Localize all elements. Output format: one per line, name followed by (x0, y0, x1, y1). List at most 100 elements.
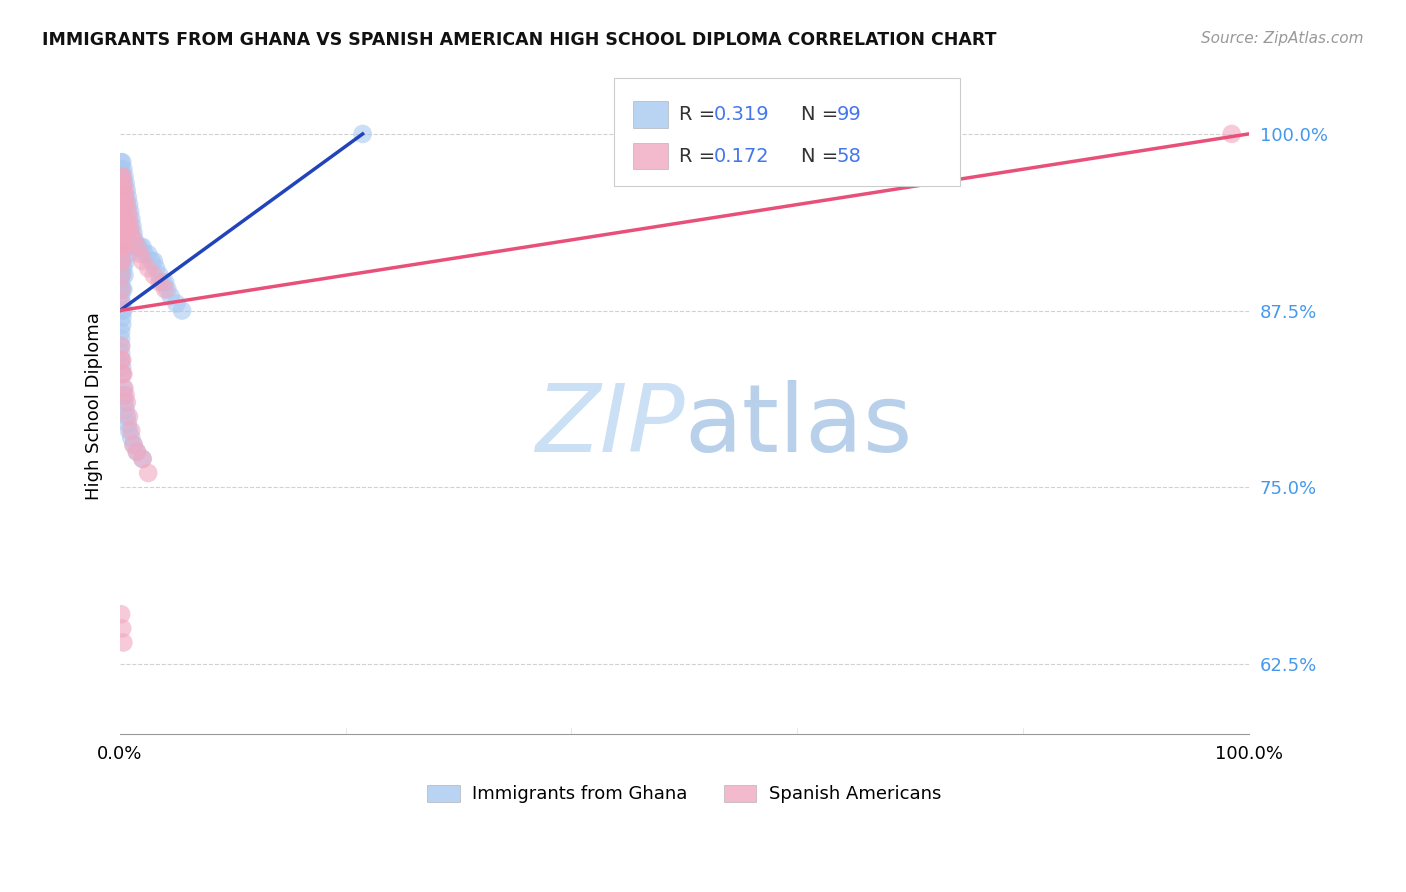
Point (125, 240, 148, 254)
Point (115, 211, 138, 226)
Y-axis label: High School Diploma: High School Diploma (86, 312, 103, 500)
Point (110, 282, 132, 296)
Point (111, 211, 134, 226)
Point (117, 247, 139, 261)
Point (114, 240, 136, 254)
Point (110, 240, 132, 254)
Point (111, 155, 134, 169)
Point (110, 339, 132, 353)
Point (110, 254, 132, 268)
Point (125, 444, 148, 458)
Legend: Immigrants from Ghana, Spanish Americans: Immigrants from Ghana, Spanish Americans (420, 778, 949, 811)
Text: R =: R = (679, 146, 721, 166)
Point (112, 177, 135, 191)
Point (114, 381, 136, 395)
Point (111, 169, 134, 184)
Point (111, 318, 134, 332)
Point (114, 211, 136, 226)
Point (110, 226, 132, 240)
Point (122, 226, 145, 240)
Point (110, 268, 132, 283)
Point (114, 219, 136, 233)
Point (148, 275, 170, 289)
Point (114, 197, 136, 211)
Point (112, 219, 135, 233)
Point (112, 177, 135, 191)
Text: 99: 99 (837, 104, 862, 124)
Point (110, 240, 132, 254)
Point (115, 197, 138, 211)
Point (115, 226, 138, 240)
Point (111, 359, 134, 374)
Point (120, 219, 142, 233)
Point (110, 184, 132, 198)
Point (114, 226, 136, 240)
Point (111, 211, 134, 226)
Point (114, 190, 136, 204)
Point (120, 424, 142, 438)
Point (114, 211, 136, 226)
Point (131, 451, 153, 466)
Point (110, 268, 132, 283)
Point (125, 444, 148, 458)
Text: N =: N = (801, 146, 845, 166)
Point (110, 353, 132, 368)
Point (112, 388, 135, 402)
Point (110, 233, 132, 247)
Point (110, 226, 132, 240)
Point (136, 261, 159, 276)
Point (110, 296, 132, 310)
Point (110, 211, 132, 226)
Point (129, 240, 152, 254)
Point (111, 367, 134, 381)
Point (112, 303, 135, 318)
Point (110, 197, 132, 211)
Point (111, 268, 134, 283)
Point (159, 289, 181, 303)
Point (114, 190, 136, 204)
Point (110, 177, 132, 191)
Point (127, 240, 149, 254)
Point (111, 310, 134, 325)
Point (111, 184, 134, 198)
Point (114, 395, 136, 409)
Text: N =: N = (801, 104, 845, 124)
Point (129, 247, 152, 261)
Point (110, 254, 132, 268)
Point (117, 417, 139, 431)
Point (148, 268, 170, 283)
Text: 58: 58 (837, 146, 862, 166)
Point (114, 240, 136, 254)
Point (112, 240, 135, 254)
Point (110, 346, 132, 360)
Point (114, 388, 136, 402)
Point (111, 254, 134, 268)
Point (120, 226, 142, 240)
Point (112, 635, 135, 649)
Point (112, 282, 135, 296)
Text: R =: R = (679, 104, 721, 124)
Text: Source: ZipAtlas.com: Source: ZipAtlas.com (1201, 31, 1364, 46)
Point (118, 211, 141, 226)
Point (114, 254, 136, 268)
Point (117, 219, 139, 233)
Point (153, 282, 176, 296)
Point (118, 424, 141, 438)
Point (111, 226, 134, 240)
Point (112, 219, 135, 233)
Point (114, 169, 136, 184)
Point (110, 155, 132, 169)
Point (115, 409, 138, 424)
Point (111, 169, 134, 184)
Point (111, 197, 134, 211)
Point (122, 438, 145, 452)
Point (114, 268, 136, 283)
Point (110, 353, 132, 368)
Point (110, 282, 132, 296)
Point (115, 184, 138, 198)
Point (112, 240, 135, 254)
Point (131, 254, 153, 268)
Point (111, 353, 134, 368)
Point (156, 282, 179, 296)
Point (111, 184, 134, 198)
